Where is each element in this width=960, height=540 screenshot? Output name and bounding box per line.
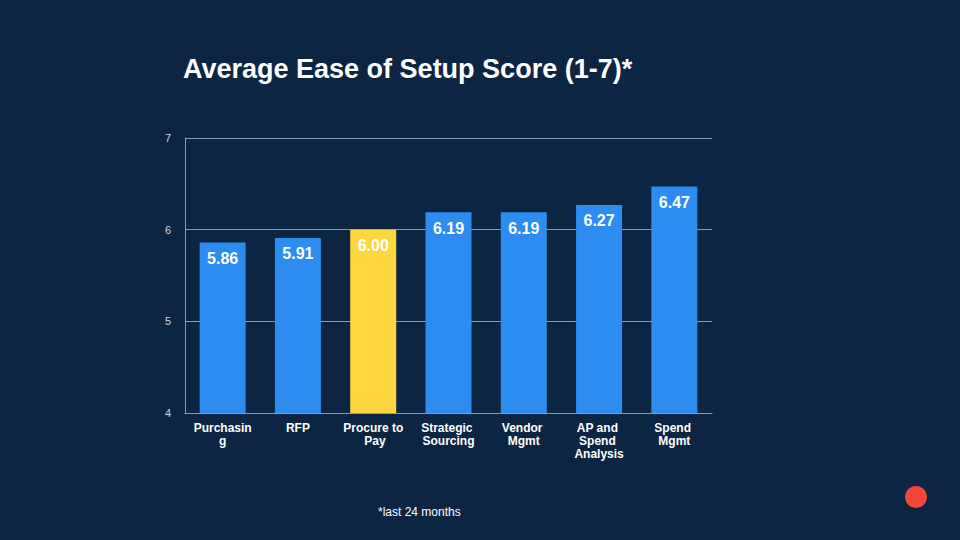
svg-text:6.47: 6.47 [659, 194, 690, 211]
svg-text:Average Ease of Setup Score (1: Average Ease of Setup Score (1-7)* [183, 54, 633, 84]
svg-text:5.86: 5.86 [207, 250, 238, 267]
svg-text:6.19: 6.19 [508, 220, 539, 237]
svg-text:AP and: AP and [577, 421, 621, 435]
svg-text:6.00: 6.00 [358, 237, 389, 254]
svg-text:Mgmt: Mgmt [508, 434, 540, 448]
svg-text:Mgmt: Mgmt [658, 434, 690, 448]
svg-text:Procure to: Procure to [343, 421, 403, 435]
svg-text:*last 24 months: *last 24 months [378, 505, 461, 519]
svg-text:Analysis: Analysis [574, 447, 624, 461]
svg-text:Spend: Spend [654, 421, 694, 435]
svg-text:5: 5 [165, 315, 171, 327]
svg-text:Sourcing: Sourcing [422, 434, 474, 448]
svg-text:6: 6 [165, 224, 171, 236]
svg-text:6.27: 6.27 [584, 212, 615, 229]
svg-text:g: g [219, 434, 226, 448]
svg-text:4: 4 [165, 407, 171, 419]
svg-text:RFP: RFP [286, 421, 310, 435]
svg-text:Spend: Spend [579, 434, 619, 448]
svg-text:6.19: 6.19 [433, 220, 464, 237]
svg-text:Pay: Pay [361, 434, 386, 448]
svg-text:5.91: 5.91 [282, 245, 313, 262]
svg-text:7: 7 [165, 132, 171, 144]
svg-text:Purchasin: Purchasin [194, 421, 252, 435]
svg-text:Strategic: Strategic [421, 421, 476, 435]
svg-text:Vendor: Vendor [502, 421, 546, 435]
